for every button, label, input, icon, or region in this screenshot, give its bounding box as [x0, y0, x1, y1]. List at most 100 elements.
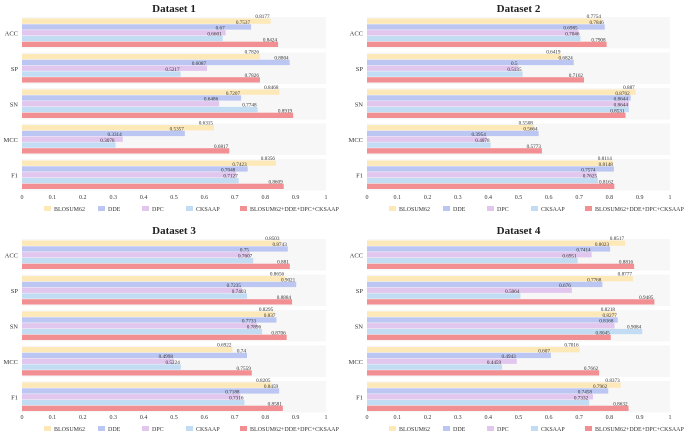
bar [367, 311, 617, 317]
data-label: 0.8706 [271, 330, 286, 336]
data-label: 0.8177 [255, 14, 270, 20]
bar [367, 263, 635, 269]
data-label: 0.8919 [278, 108, 293, 114]
bar [367, 358, 517, 364]
data-label: 0.6601 [207, 32, 222, 38]
bar [367, 148, 542, 154]
data-label: 0.7537 [236, 20, 251, 26]
bar [367, 183, 615, 189]
data-label: 0.7423 [232, 162, 247, 168]
category-label-acc: ACC [5, 30, 18, 37]
data-label: 0.74 [237, 348, 246, 354]
bar [22, 323, 258, 329]
data-label: 0.8503 [265, 236, 280, 242]
data-label: 0.9021 [281, 277, 296, 283]
x-tick-label: 0.4 [140, 415, 148, 421]
data-label: 0.6087 [192, 61, 207, 67]
bar [367, 177, 599, 184]
bar [367, 54, 562, 60]
chart-title: Dataset 4 [497, 225, 541, 237]
bar [367, 370, 600, 376]
data-label: 0.8656 [270, 272, 285, 278]
data-label: 0.7908 [591, 37, 606, 43]
legend-swatch [443, 206, 450, 211]
bar [367, 364, 503, 370]
x-tick-label: 0.9 [292, 195, 300, 201]
bar [367, 130, 539, 137]
x-tick-label: 0.8 [261, 415, 269, 421]
bar [22, 30, 226, 36]
x-tick-label: 0.9 [292, 415, 300, 421]
bar [22, 299, 293, 305]
data-label: 0.5224 [166, 360, 181, 366]
data-label: 0.8205 [256, 378, 271, 384]
data-label: 0.7896 [247, 325, 262, 331]
x-tick-label: 0.4 [484, 195, 492, 201]
x-tick-label: 0.8 [606, 195, 614, 201]
category-label-sp: SP [11, 288, 19, 295]
bar [22, 65, 208, 71]
legend-label: BLOSUM62 [54, 207, 85, 213]
legend-label: BLOSUM62 [54, 427, 85, 433]
legend-label: DPC [497, 427, 509, 433]
bar [367, 246, 611, 252]
x-tick-label: 0.3 [454, 415, 462, 421]
data-label: 0.7748 [242, 103, 257, 109]
data-label: 0.8644 [614, 103, 629, 109]
data-label: 0.8644 [614, 97, 629, 103]
category-label-sp: SP [11, 66, 19, 73]
data-label: 0.7826 [245, 50, 260, 56]
x-tick-label: 0.1 [394, 195, 402, 201]
legend-label: DPC [497, 207, 509, 213]
legend-swatch [44, 426, 51, 431]
bar [22, 54, 260, 60]
bar [367, 257, 578, 264]
category-label-sn: SN [10, 323, 19, 330]
category-label-acc: ACC [5, 252, 18, 259]
bar [22, 281, 297, 288]
legend-label: DPC [152, 207, 164, 213]
data-label: 0.5 [511, 61, 518, 67]
bar [22, 89, 280, 95]
data-label: 0.8609 [268, 179, 283, 185]
x-tick-label: 0.4 [484, 415, 492, 421]
data-label: 0.8777 [618, 272, 633, 278]
bar [22, 382, 272, 388]
x-tick-label: 0.3 [109, 415, 117, 421]
x-tick-label: 0.6 [545, 415, 553, 421]
bar [367, 281, 603, 288]
bar [367, 18, 602, 24]
data-label: 0.9084 [627, 325, 642, 331]
data-label: 0.7559 [237, 366, 252, 372]
data-label: 0.7846 [589, 20, 604, 26]
legend-swatch [531, 206, 538, 211]
data-label: 0.881 [277, 259, 289, 265]
bar [22, 112, 294, 118]
bar [367, 160, 613, 166]
data-label: 0.7207 [226, 91, 241, 97]
bar [22, 328, 263, 335]
bar [367, 65, 519, 71]
data-label: 0.4943 [502, 354, 517, 360]
bar [367, 388, 609, 394]
bar [22, 399, 245, 406]
data-label: 0.8804 [274, 55, 289, 61]
data-label: 0.7962 [593, 384, 608, 390]
data-label: 0.8148 [599, 162, 614, 168]
legend-label: DDE [108, 207, 121, 213]
legend-swatch [142, 206, 149, 211]
data-label: 0.3076 [100, 138, 115, 144]
legend-swatch [443, 426, 450, 431]
data-label: 0.7768 [587, 277, 602, 283]
data-label: 0.3314 [107, 132, 122, 138]
bar [367, 293, 521, 299]
bar [367, 334, 611, 340]
category-label-f1: F1 [356, 172, 363, 179]
data-label: 0.5135 [507, 67, 522, 73]
category-label-acc: ACC [350, 252, 363, 259]
category-label-sn: SN [355, 323, 364, 330]
x-tick-label: 0.5 [515, 415, 523, 421]
bar [367, 276, 633, 282]
bar [22, 160, 277, 166]
bar [22, 394, 241, 400]
